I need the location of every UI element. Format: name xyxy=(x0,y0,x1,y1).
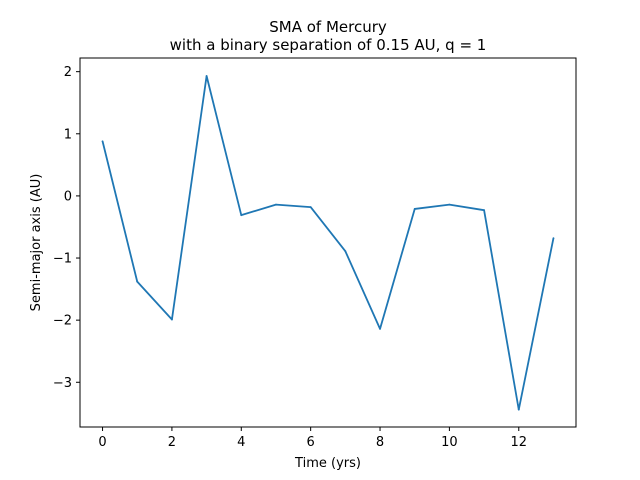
data-point xyxy=(205,75,208,77)
data-point xyxy=(309,206,312,208)
data-point xyxy=(171,318,173,321)
x-axis: 0 2 4 6 8 10 12 xyxy=(98,427,527,450)
y-tick-label: −2 xyxy=(53,314,72,329)
data-point xyxy=(344,250,347,253)
y-axis-label: Semi-major axis (AU) xyxy=(29,174,44,312)
x-tick-label: 12 xyxy=(510,435,527,450)
data-point xyxy=(483,209,485,212)
data-point xyxy=(136,280,139,283)
y-axis: −3 −2 −1 0 1 2 xyxy=(53,65,80,391)
chart-subtitle: with a binary separation of 0.15 AU, q =… xyxy=(170,36,487,54)
x-tick-label: 6 xyxy=(307,435,315,450)
y-tick-label: −1 xyxy=(53,252,72,267)
data-point xyxy=(448,203,451,206)
data-point xyxy=(413,208,416,210)
y-tick-label: 1 xyxy=(64,127,72,142)
x-axis-label: Time (yrs) xyxy=(294,456,361,471)
data-point xyxy=(517,408,520,411)
data-point xyxy=(101,140,104,143)
x-tick-label: 8 xyxy=(376,435,384,450)
data-point xyxy=(275,203,277,206)
x-tick-label: 10 xyxy=(441,435,458,450)
data-point xyxy=(379,327,381,330)
data-point xyxy=(552,237,555,240)
x-tick-label: 4 xyxy=(237,435,245,450)
chart-title: SMA of Mercury xyxy=(269,18,387,36)
y-tick-label: −3 xyxy=(53,376,72,391)
plot-area-frame xyxy=(79,57,577,428)
series-layer xyxy=(101,75,555,411)
y-tick-label: 2 xyxy=(64,65,72,80)
x-tick-label: 2 xyxy=(168,435,176,450)
data-point xyxy=(240,214,243,217)
series-line-0 xyxy=(101,75,555,411)
y-tick-label: 0 xyxy=(64,189,72,204)
x-tick-label: 0 xyxy=(98,435,106,450)
